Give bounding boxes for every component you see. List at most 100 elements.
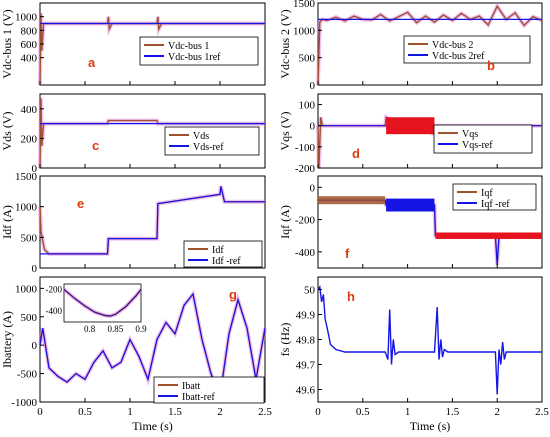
- legend-entry-g-1: Ibatt-ref: [182, 392, 215, 403]
- ytick-label-f: -400: [295, 247, 316, 259]
- xaxis-label-h: Time (s): [410, 419, 451, 433]
- plot-frame-h: [317, 276, 543, 403]
- legend-entry-c-1: Vds-ref: [193, 142, 224, 153]
- panel-a: [38, 2, 266, 86]
- legend-box-d: [433, 124, 533, 154]
- xtick-label-h: 2: [494, 406, 500, 418]
- legend-box-c: [164, 126, 260, 156]
- ytick-label-g: 500: [21, 312, 38, 324]
- legend-entry-f-0: Iqf: [481, 188, 493, 199]
- yaxis-label-a: Vdc-bus 1 (V): [0, 9, 14, 78]
- ytick-label-a: 400: [21, 53, 38, 65]
- ripple-band-f1: [318, 196, 386, 205]
- panel-h: [317, 276, 543, 403]
- ytick-label-g: -1000: [11, 397, 37, 409]
- xtick-label-h: 0: [315, 406, 321, 418]
- ytick-label-d: -200: [295, 163, 316, 175]
- xtick-label-h: 1.5: [446, 406, 460, 418]
- ytick-label-a: 600: [21, 39, 38, 51]
- legend-entry-f-1: Iqf -ref: [481, 199, 510, 210]
- inset-line-g: [63, 288, 142, 317]
- inset-xtick-label-g: 0.8: [84, 324, 96, 334]
- series-line-a-0: [39, 13, 265, 86]
- panel-letter-c: c: [92, 138, 99, 153]
- ripple-band-f2: [386, 198, 435, 212]
- ytick-label-g: -500: [17, 369, 38, 381]
- legend-box-a: [139, 36, 259, 66]
- panel-e: [38, 175, 266, 269]
- panel-letter-a: a: [88, 55, 96, 70]
- series-line-e-1: [40, 186, 265, 255]
- legend-entry-e-1: Idf -ref: [212, 256, 241, 267]
- panel-letter-b: b: [487, 58, 495, 73]
- panel-letter-e: e: [77, 196, 84, 211]
- ytick-label-a: 800: [21, 25, 38, 37]
- xtick-label-g: 0.5: [78, 406, 92, 418]
- panel-f: [317, 175, 543, 269]
- panel-letter-g: g: [229, 287, 237, 302]
- legend-entry-e-0: Idf: [212, 245, 224, 256]
- legend-entry-b-1: Vdc-bus 2ref: [432, 51, 485, 62]
- xtick-label-g: 0: [37, 406, 43, 418]
- ytick-label-d: 0: [310, 121, 316, 133]
- legend-box-e: [183, 240, 263, 268]
- ytick-label-e: 1500: [15, 171, 38, 183]
- inset-ytick-label-g: -400: [46, 306, 63, 316]
- ytick-label-h: 49.6: [296, 385, 316, 397]
- panel-d: [316, 93, 543, 169]
- legend-entry-b-0: Vdc-bus 2: [432, 40, 473, 51]
- yaxis-label-b: Vdc-bus 2 (V): [278, 9, 292, 78]
- panel-b: [316, 2, 543, 86]
- ytick-label-b: 1500: [293, 0, 316, 10]
- yaxis-label-d: Vqs (V): [278, 112, 292, 151]
- yaxis-label-e: Idf (A): [0, 205, 14, 239]
- ytick-label-b: 500: [299, 53, 316, 65]
- series-line-g-1: [39, 292, 266, 399]
- inset-xtick-label-g: 0.9: [135, 324, 147, 334]
- panel-g: [38, 276, 267, 405]
- legend-entry-c-0: Vds: [193, 131, 209, 142]
- legend-box-b: [403, 35, 531, 64]
- ripple-band-f3: [435, 232, 542, 239]
- ytick-label-d: 100: [299, 100, 316, 112]
- ytick-label-b: 1000: [293, 25, 316, 37]
- inset-ytick-label-g: -200: [46, 284, 63, 294]
- inset-xtick-label-g: 0.85: [107, 324, 123, 334]
- panel-letter-f: f: [345, 246, 350, 261]
- ytick-label-e: 500: [21, 232, 38, 244]
- xtick-label-h: 1: [405, 406, 411, 418]
- ytick-label-h: 49.9: [296, 310, 316, 322]
- xtick-label-g: 2.5: [258, 406, 272, 418]
- ytick-label-g: 0: [32, 340, 38, 352]
- legend-entry-g-0: Ibatt: [182, 381, 201, 392]
- ytick-label-e: 1000: [15, 202, 38, 214]
- xtick-label-g: 2: [217, 406, 223, 418]
- legend-box-f: [452, 183, 537, 211]
- ytick-label-b: 0: [310, 80, 316, 92]
- ytick-label-h: 49.7: [296, 360, 316, 372]
- yaxis-label-g: Ibattery (A): [0, 311, 14, 368]
- legend-entry-d-1: Vqs-ref: [462, 140, 493, 151]
- yaxis-label-c: Vds (V): [0, 112, 14, 151]
- yaxis-label-f: Iqf (A): [278, 205, 292, 239]
- ytick-label-e: 0: [32, 263, 38, 275]
- legend-entry-a-0: Vdc-bus 1: [168, 41, 209, 52]
- xtick-label-g: 1: [127, 406, 133, 418]
- ytick-label-d: -100: [295, 142, 316, 154]
- legend-entry-d-0: Vqs: [462, 129, 478, 140]
- legend-entry-a-1: Vdc-bus 1ref: [168, 52, 221, 63]
- ytick-label-c: 0: [32, 163, 38, 175]
- ytick-label-f: 0: [310, 182, 316, 194]
- ripple-band-d: [386, 117, 435, 135]
- yaxis-label-h: fs (Hz): [278, 323, 292, 357]
- ytick-label-h: 50: [304, 285, 316, 297]
- panel-letter-d: d: [352, 146, 360, 161]
- xtick-label-g: 1.5: [168, 406, 182, 418]
- xtick-label-h: 0.5: [356, 406, 370, 418]
- ytick-label-c: 400: [21, 104, 38, 116]
- xaxis-label-g: Time (s): [132, 419, 173, 433]
- panel-c: [38, 93, 266, 169]
- ytick-label-c: 200: [21, 133, 38, 145]
- panel-letter-h: h: [347, 289, 355, 304]
